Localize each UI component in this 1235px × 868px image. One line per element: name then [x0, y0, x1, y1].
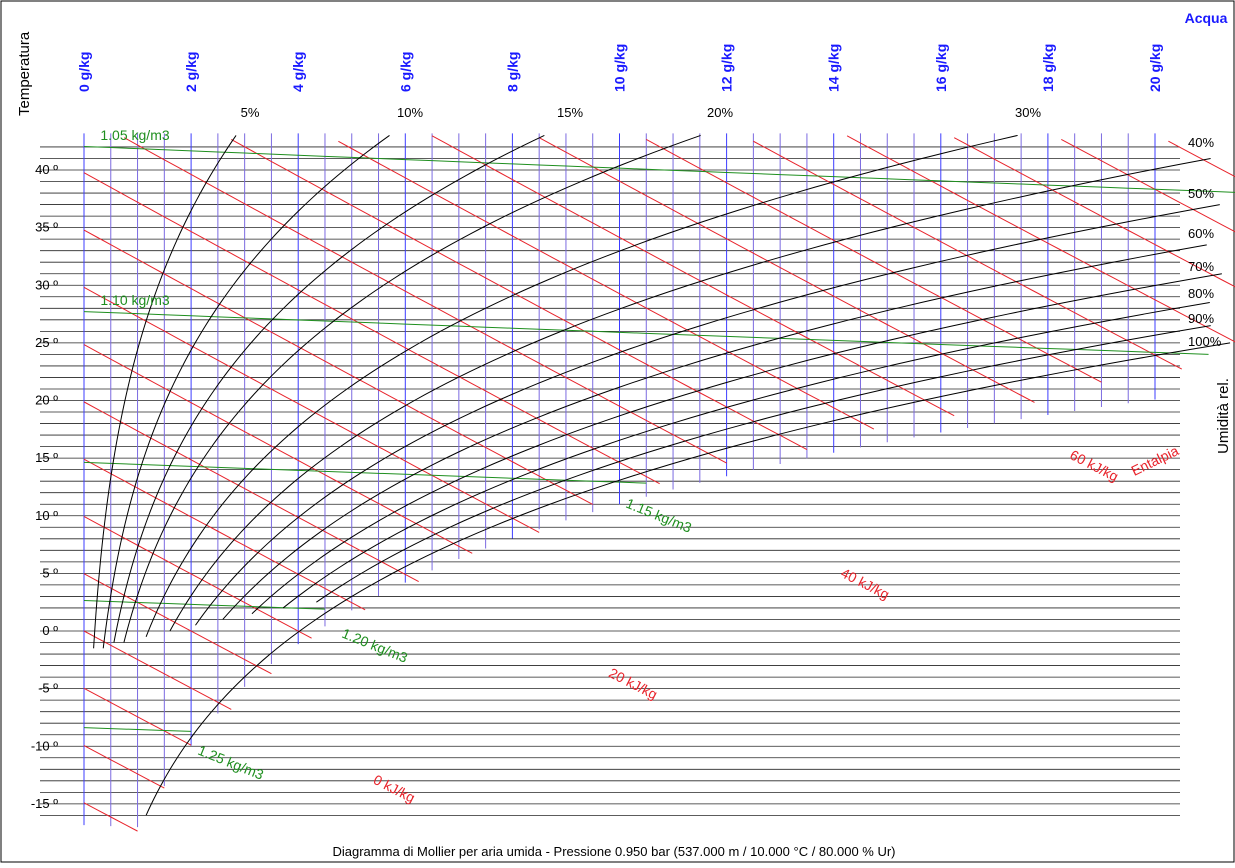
humidity-curve: [282, 302, 1210, 609]
enthalpy-line: [83, 344, 473, 554]
enthalpy-line: [83, 802, 138, 832]
density-line: [83, 145, 1235, 193]
y-tick-label: -10 º: [31, 738, 58, 753]
x-tick-label: 18 g/kg: [1040, 44, 1056, 92]
density-line: [83, 311, 1209, 355]
humidity-curve: [123, 134, 701, 643]
humidity-label: 100%: [1188, 334, 1222, 349]
density-line: [83, 461, 647, 484]
x-tick-label: 10 g/kg: [612, 44, 628, 92]
y-tick-label: 10 º: [35, 508, 58, 523]
y-tick-label: 35 º: [35, 220, 58, 235]
enthalpy-line: [83, 573, 272, 675]
y-tick-label: 0 º: [42, 623, 58, 638]
humidity-curve: [251, 273, 1222, 615]
x-tick-label: 20 g/kg: [1147, 44, 1163, 92]
humidity-label: 10%: [397, 105, 423, 120]
enthalpy-line: [1061, 138, 1235, 233]
humidity-curve: [102, 135, 390, 649]
x-axis-title: Acqua: [1185, 10, 1228, 26]
y-tick-label: 40 º: [35, 162, 58, 177]
humidity-label: 15%: [557, 105, 583, 120]
enthalpy-line: [123, 137, 727, 464]
y-tick-label: 5 º: [42, 565, 58, 580]
humidity-curve: [169, 157, 1211, 632]
humidity-label: 20%: [707, 105, 733, 120]
enthalpy-line: [83, 630, 232, 710]
x-tick-label: 12 g/kg: [719, 44, 735, 92]
density-line: [83, 727, 192, 732]
density-line: [83, 600, 325, 610]
enthalpy-line: [83, 286, 540, 533]
enthalpy-line: [83, 172, 660, 485]
humidity-label: 30%: [1015, 105, 1041, 120]
enthalpy-line: [431, 135, 955, 417]
humidity-label: 60%: [1188, 226, 1214, 241]
humidity-curve: [316, 325, 1211, 603]
y-tick-label: -15 º: [31, 796, 58, 811]
humidity-curve: [113, 134, 545, 643]
enthalpy-line: [646, 139, 1102, 383]
humidity-label: 50%: [1188, 186, 1214, 201]
y-tick-label: 20 º: [35, 393, 58, 408]
density-label: 1.05 kg/m3: [100, 127, 169, 143]
enthalpy-line: [953, 137, 1235, 288]
density-label: 1.10 kg/m3: [100, 292, 169, 308]
chart-caption: Diagramma di Mollier per aria umida - Pr…: [332, 844, 895, 859]
x-tick-label: 8 g/kg: [504, 52, 520, 92]
enthalpy-line: [83, 401, 419, 582]
humidity-label: 40%: [1188, 135, 1214, 150]
right-axis-title: Umidità rel.: [1215, 378, 1232, 454]
enthalpy-line: [83, 687, 192, 746]
enthalpy-line: [538, 137, 1035, 403]
y-tick-label: 15 º: [35, 450, 58, 465]
x-tick-label: 4 g/kg: [290, 52, 306, 92]
enthalpy-line: [83, 229, 593, 505]
y-axis-title: Temperatura: [16, 31, 33, 116]
y-tick-label: 30 º: [35, 277, 58, 292]
humidity-label: 80%: [1188, 286, 1214, 301]
x-tick-label: 0 g/kg: [76, 52, 92, 92]
enthalpy-line: [231, 139, 808, 450]
y-tick-label: 25 º: [35, 335, 58, 350]
x-tick-label: 14 g/kg: [826, 44, 842, 92]
enthalpy-line: [1168, 140, 1235, 178]
y-tick-label: -5 º: [38, 681, 58, 696]
x-tick-label: 6 g/kg: [397, 52, 413, 92]
x-tick-label: 2 g/kg: [183, 52, 199, 92]
humidity-curve: [222, 244, 1207, 620]
humidity-curve: [145, 342, 1231, 816]
enthalpy-line: [753, 140, 1183, 370]
x-tick-label: 16 g/kg: [933, 44, 949, 92]
humidity-curve: [145, 134, 1018, 637]
humidity-curve: [195, 204, 1220, 626]
humidity-label: 90%: [1188, 311, 1214, 326]
enthalpy-line: [83, 458, 366, 611]
humidity-label: 5%: [241, 105, 260, 120]
enthalpy-line: [83, 745, 165, 789]
enthalpy-line: [338, 140, 875, 430]
humidity-label: 70%: [1188, 259, 1214, 274]
humidity-curve: [93, 135, 237, 649]
